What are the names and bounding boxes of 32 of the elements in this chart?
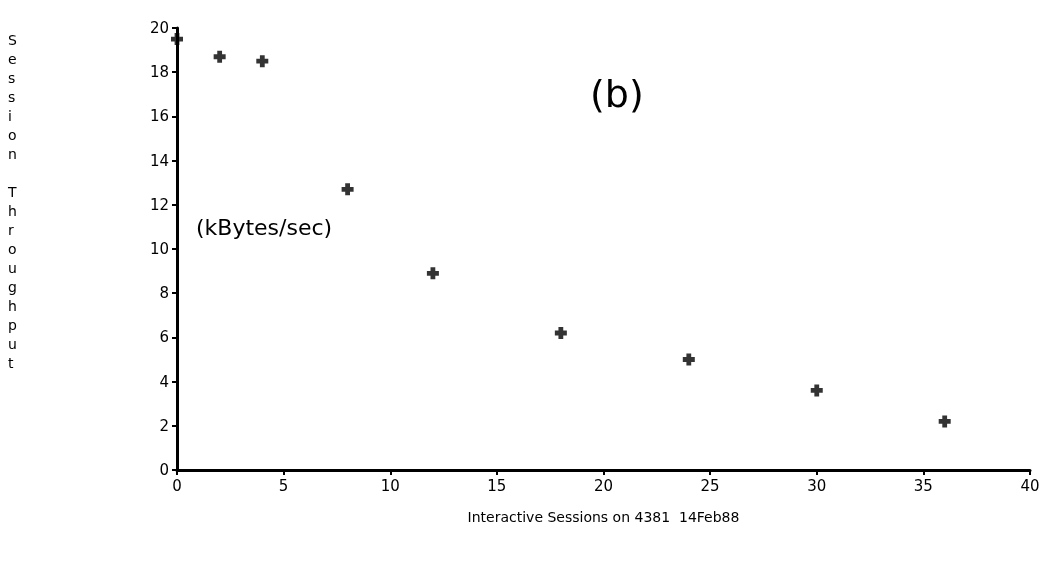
point (810, 384, 823, 397)
y-tick-label: 2 (159, 416, 169, 435)
y-tick-label: 20 (149, 19, 169, 37)
y-tick-label: 14 (149, 151, 169, 170)
x-tick-label: 10 (380, 476, 400, 495)
x-tick-label: 0 (172, 476, 182, 495)
point (938, 415, 951, 428)
point (256, 55, 269, 68)
point (341, 183, 354, 196)
y-tick-label: 8 (159, 284, 169, 303)
x-tick-label: 15 (487, 476, 507, 495)
x-tick-label: 35 (913, 476, 933, 495)
x-tick-label: 40 (1020, 476, 1040, 495)
x-tick-label: 30 (807, 476, 827, 495)
y-tick-label: 16 (149, 107, 169, 126)
point (426, 267, 439, 280)
x-tick-label: 25 (700, 476, 720, 495)
y-tick-label: 6 (159, 328, 169, 347)
x-tick-label: 20 (593, 476, 614, 495)
y-tick-label: 18 (149, 63, 169, 82)
y-tick-label: 12 (149, 195, 169, 214)
y-tick-label: 4 (159, 372, 169, 391)
y-tick-label: 0 (159, 461, 169, 479)
x-tick-label: 5 (278, 476, 289, 495)
x-axis-title: Interactive Sessions on 4381 14Feb88 (467, 509, 740, 525)
y-tick-label: 10 (149, 240, 169, 258)
text: Session Throughput (8, 31, 17, 371)
point (682, 353, 695, 366)
point (213, 50, 226, 63)
annotation: (kBytes/sec) (196, 214, 333, 240)
annotation: (b) (590, 72, 644, 116)
point (554, 326, 567, 339)
